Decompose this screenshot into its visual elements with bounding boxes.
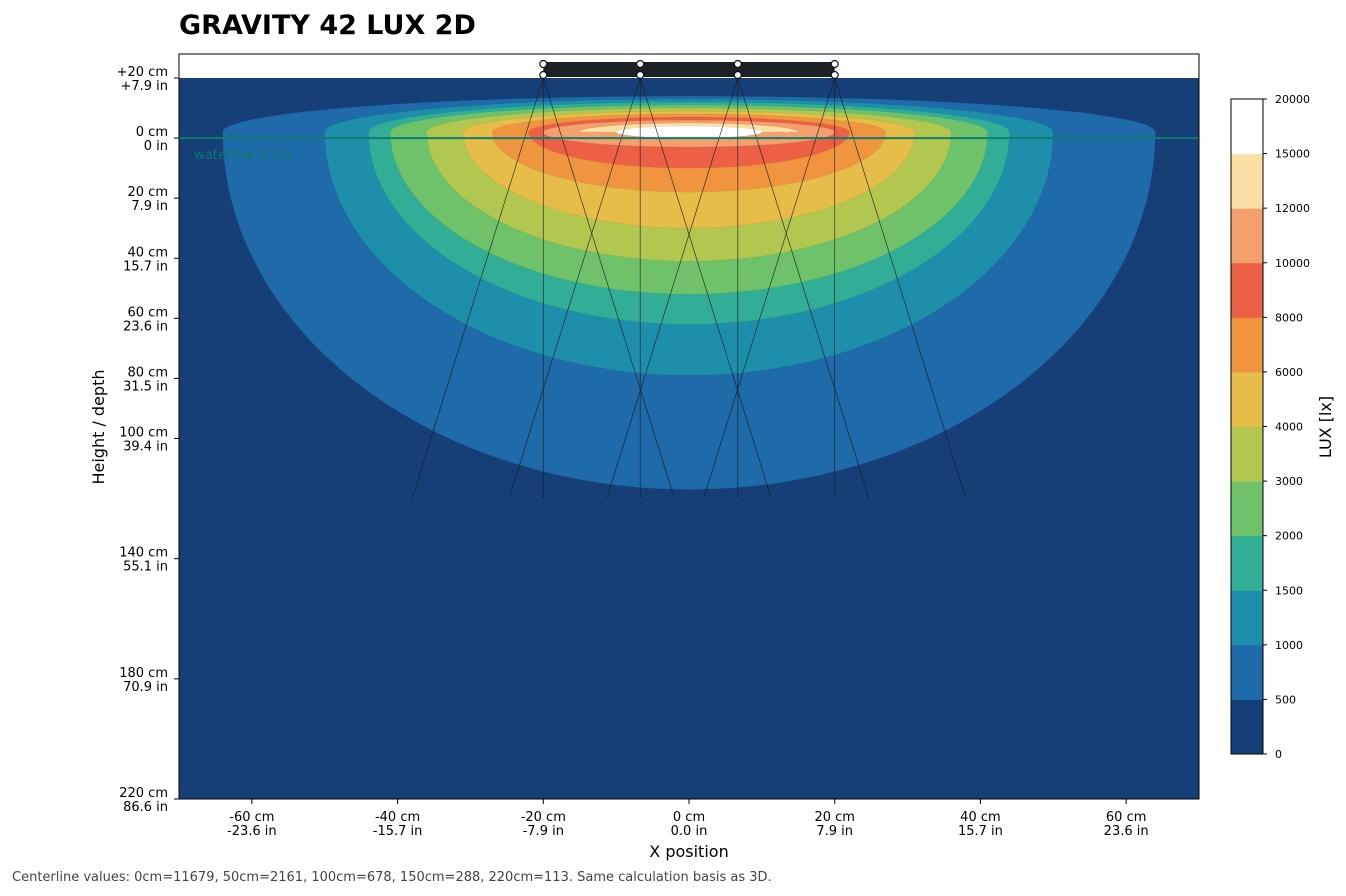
colorbar-band-6 (1231, 371, 1263, 427)
x-tick-label-in: -15.7 in (373, 824, 423, 839)
emitter-dot-1-0 (636, 59, 645, 69)
colorbar-tick-label: 2000 (1275, 530, 1303, 543)
y-tick-label-in: 0 in (144, 139, 168, 154)
colorbar-band-8 (1231, 262, 1263, 318)
beam-line-1-2 (639, 78, 772, 499)
emitter-dot-3-0 (830, 59, 839, 69)
y-tick-label-cm: 220 cm (119, 786, 168, 801)
colorbar-tick-label: 0 (1275, 748, 1282, 761)
y-tick-label-in: 55.1 in (123, 560, 168, 575)
y-tick-label-in: 23.6 in (123, 319, 168, 334)
y-tick-label-in: 39.4 in (123, 440, 168, 455)
emitter-dot-1-1 (636, 70, 645, 80)
x-tick-label-in: 0.0 in (671, 824, 708, 839)
beam-line-2-0 (606, 78, 739, 499)
x-tick-label-cm: 40 cm (960, 810, 1001, 825)
emitter-dot-0-0 (539, 59, 548, 69)
x-axis-label: X position (649, 842, 728, 861)
colorbar-label: LUX [lx] (1316, 396, 1335, 458)
colorbar-band-4 (1231, 481, 1263, 537)
y-tick-label-cm: 40 cm (128, 245, 169, 260)
colorbar-tick-label: 15000 (1275, 148, 1310, 161)
emitter-dot-2-0 (733, 59, 742, 69)
x-axis: -60 cm-23.6 in -40 cm-15.7 in -20 cm-7.9 i… (227, 799, 1149, 839)
fixture-bar (543, 62, 835, 77)
beam-line-1-0 (508, 78, 641, 499)
x-tick-label-cm: 0 cm (673, 810, 705, 825)
colorbar-band-10 (1231, 153, 1263, 209)
y-tick-label-in: 31.5 in (123, 379, 168, 394)
emitter-dot-3-1 (830, 70, 839, 80)
colorbar-tick-label: 10000 (1275, 257, 1310, 270)
x-tick-label-cm: -40 cm (375, 810, 420, 825)
colorbar-band-0 (1231, 699, 1263, 755)
fixture (539, 59, 839, 80)
y-axis: +20 cm+7.9 in 0 cm0 in 20 cm7.9 in 40 cm15.… (117, 65, 179, 815)
emitter-dot-0-1 (539, 70, 548, 80)
footer-note: Centerline values: 0cm=11679, 50cm=2161,… (12, 870, 772, 885)
beam-line-3-2 (834, 78, 967, 499)
colorbar-tick-label: 3000 (1275, 475, 1303, 488)
colorbar-band-2 (1231, 590, 1263, 646)
y-axis-label: Height / depth (89, 369, 108, 484)
x-tick-label-cm: 20 cm (814, 810, 855, 825)
colorbar-band-11 (1231, 99, 1263, 155)
colorbar-tick-label: 4000 (1275, 421, 1303, 434)
colorbar-band-3 (1231, 535, 1263, 591)
beam-line-0-0 (411, 78, 544, 499)
colorbar-tick-label: 500 (1275, 693, 1296, 706)
emitter-dot-2-1 (733, 70, 742, 80)
beam-line-3-0 (703, 78, 836, 499)
contour-band-11 (615, 125, 763, 139)
y-tick-label-cm: 20 cm (128, 185, 169, 200)
colorbar-tick-label: 6000 (1275, 366, 1303, 379)
colorbar-band-5 (1231, 426, 1263, 482)
beam-line-0-2 (542, 78, 675, 499)
x-tick-label-cm: 60 cm (1106, 810, 1147, 825)
lux-contours (179, 78, 1199, 799)
y-tick-label-cm: 180 cm (119, 666, 168, 681)
colorbar-tick-label: 1000 (1275, 639, 1303, 652)
y-tick-label-cm: 0 cm (136, 125, 168, 140)
colorbar-tick-label: 12000 (1275, 202, 1310, 215)
y-tick-label-cm: +20 cm (117, 65, 168, 80)
x-tick-label-in: 23.6 in (1104, 824, 1149, 839)
x-tick-label-cm: -60 cm (229, 810, 274, 825)
y-tick-label-cm: 100 cm (119, 426, 168, 441)
colorbar: 0 500 1000 1500 2000 3000 4000 6000 8000 10000 120… (1230, 93, 1310, 761)
y-tick-label-cm: 80 cm (128, 365, 169, 380)
y-tick-label-in: 86.6 in (123, 800, 168, 815)
y-tick-label-in: 15.7 in (123, 259, 168, 274)
colorbar-band-9 (1231, 208, 1263, 264)
colorbar-tick-label: 8000 (1275, 311, 1303, 324)
colorbar-band-7 (1231, 317, 1263, 373)
y-tick-label-in: 7.9 in (131, 199, 168, 214)
y-tick-label-cm: 60 cm (128, 305, 169, 320)
x-tick-label-cm: -20 cm (521, 810, 566, 825)
x-tick-label-in: -23.6 in (227, 824, 277, 839)
colorbar-tick-label: 20000 (1275, 93, 1310, 106)
y-tick-label-cm: 140 cm (119, 546, 168, 561)
x-tick-label-in: 15.7 in (958, 824, 1003, 839)
chart-title: GRAVITY 42 LUX 2D (179, 10, 476, 41)
beam-line-2-2 (737, 78, 870, 499)
beam-lines (411, 78, 967, 499)
waterline-label: waterline 0 cm (194, 148, 291, 163)
y-tick-label-in: +7.9 in (120, 79, 168, 94)
colorbar-band-1 (1231, 644, 1263, 700)
x-tick-label-in: 7.9 in (816, 824, 853, 839)
colorbar-tick-label: 1500 (1275, 584, 1303, 597)
y-tick-label-in: 70.9 in (123, 680, 168, 695)
x-tick-label-in: -7.9 in (523, 824, 564, 839)
